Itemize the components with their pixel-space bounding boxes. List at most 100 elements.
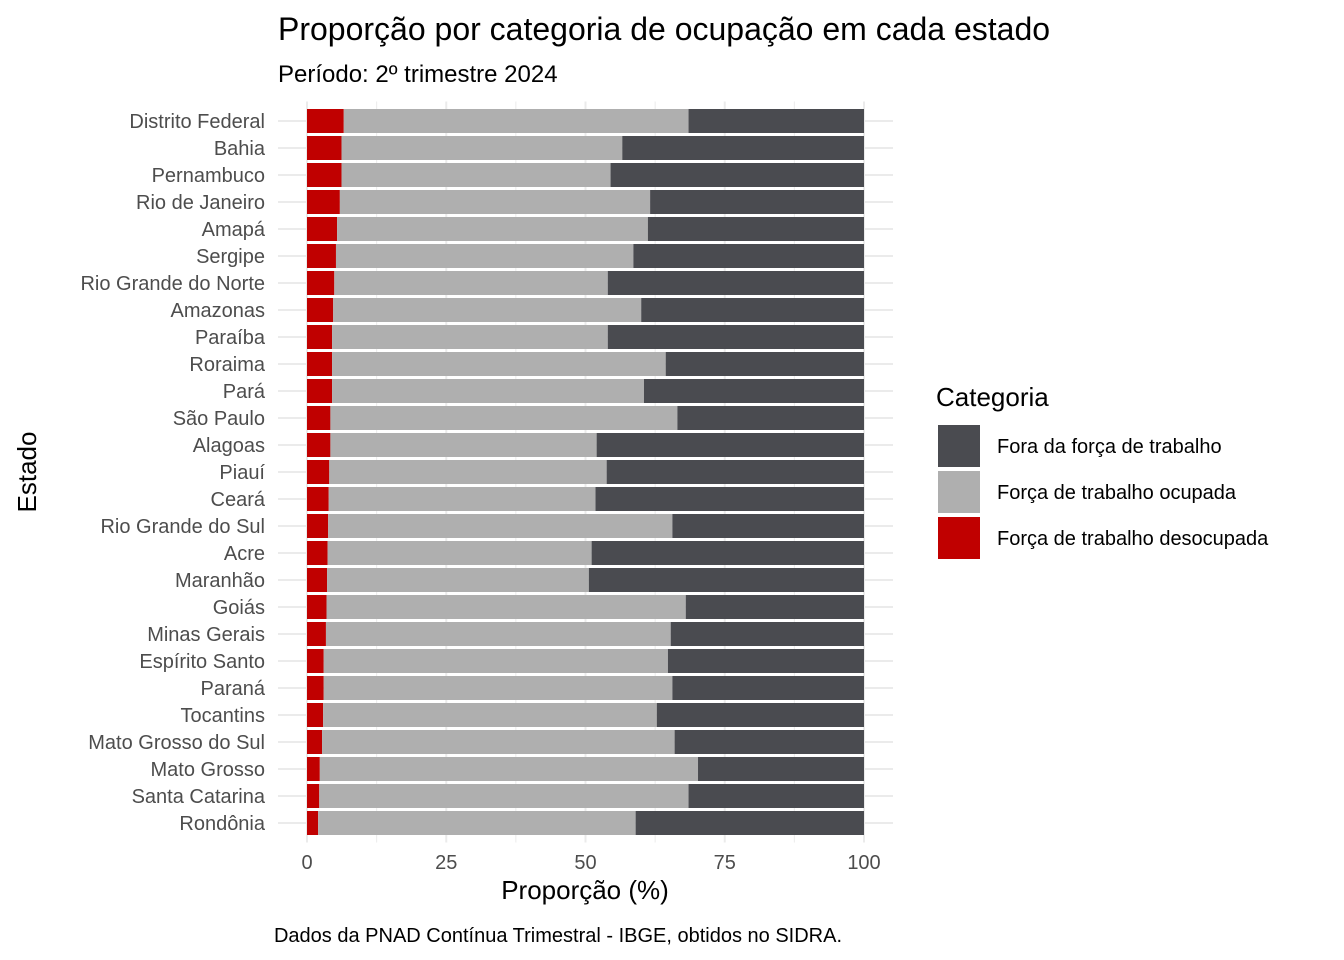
y-tick-label: Paraíba (195, 327, 266, 349)
bar-segment (329, 460, 607, 484)
y-tick-label: Acre (224, 543, 265, 565)
y-tick-label: Bahia (214, 138, 266, 160)
y-tick-label: Rio Grande do Sul (100, 516, 265, 538)
bar-segment (307, 757, 320, 781)
legend-label: Fora da força de trabalho (997, 436, 1222, 458)
bar-segment (307, 541, 328, 565)
x-tick-label: 50 (574, 852, 596, 874)
x-tick-label: 0 (301, 852, 312, 874)
bar-segment (665, 352, 864, 376)
legend-key (938, 517, 980, 559)
bar-segment (307, 811, 319, 835)
y-tick-label: Amazonas (171, 300, 266, 322)
bar-segment (307, 676, 324, 700)
x-tick-label: 75 (714, 852, 736, 874)
legend-key (938, 425, 980, 467)
bar-segment (674, 730, 864, 754)
bar-segment (595, 487, 864, 511)
y-tick-label: Amapá (202, 219, 266, 241)
chart-title: Proporção por categoria de ocupação em c… (278, 11, 1050, 47)
bar-segment (328, 514, 673, 538)
bar-segment (606, 460, 864, 484)
bar-segment (332, 325, 608, 349)
bar-segment (322, 730, 675, 754)
y-tick-label: Paraná (201, 678, 266, 700)
legend-label: Força de trabalho desocupada (997, 528, 1269, 550)
bar-segment (307, 649, 324, 673)
bar-segment (677, 406, 864, 430)
chart-subtitle: Período: 2º trimestre 2024 (278, 61, 558, 88)
bar-segment (667, 649, 864, 673)
bar-segment (323, 649, 668, 673)
bar-segment (328, 487, 596, 511)
y-tick-label: Santa Catarina (132, 786, 266, 808)
legend-title: Categoria (936, 382, 1049, 412)
y-tick-label: Roraima (189, 354, 265, 376)
bar-segment (641, 298, 864, 322)
bar-segment (607, 325, 864, 349)
bar-segment (698, 757, 864, 781)
bar-segment (307, 163, 342, 187)
bar-segment (307, 460, 330, 484)
y-tick-label: Tocantins (181, 705, 266, 727)
y-tick-label: Sergipe (196, 246, 265, 268)
bar-segment (318, 811, 636, 835)
bar-segment (307, 298, 334, 322)
bars (307, 109, 864, 835)
bar-segment (307, 433, 331, 457)
bar-segment (591, 541, 864, 565)
x-tick-label: 100 (847, 852, 880, 874)
caption: Dados da PNAD Contínua Trimestral - IBGE… (274, 925, 842, 947)
bar-segment (307, 352, 333, 376)
bar-segment (688, 784, 864, 808)
bar-segment (307, 190, 340, 214)
legend: Categoria Fora da força de trabalho Força… (936, 382, 1269, 559)
bar-segment (656, 703, 864, 727)
bar-segment (307, 244, 336, 268)
y-tick-label: Ceará (211, 489, 266, 511)
y-tick-label: São Paulo (173, 408, 265, 430)
bar-segment (337, 217, 648, 241)
y-tick-label: Mato Grosso do Sul (88, 732, 265, 754)
bar-segment (307, 514, 329, 538)
bar-segment (307, 622, 326, 646)
bar-segment (335, 244, 634, 268)
bar-segment (633, 244, 864, 268)
y-tick-label: Mato Grosso (151, 759, 265, 781)
y-tick-label: Maranhão (175, 570, 265, 592)
bar-segment (341, 136, 623, 160)
bar-segment (307, 703, 324, 727)
legend-key (938, 471, 980, 513)
y-tick-label: Rondônia (179, 813, 266, 835)
bar-segment (326, 595, 686, 619)
bar-segment (307, 730, 323, 754)
bar-segment (307, 568, 328, 592)
y-axis-title: Estado (12, 432, 42, 513)
bar-segment (332, 352, 666, 376)
bar-segment (341, 163, 611, 187)
bar-segment (343, 109, 689, 133)
bar-segment (330, 406, 678, 430)
y-tick-label: Minas Gerais (147, 624, 265, 646)
bar-segment (672, 676, 864, 700)
x-tick-label: 25 (435, 852, 457, 874)
bar-segment (643, 379, 864, 403)
bar-segment (635, 811, 864, 835)
bar-segment (670, 622, 864, 646)
legend-label: Força de trabalho ocupada (997, 482, 1237, 504)
bar-segment (688, 109, 864, 133)
bar-segment (307, 487, 329, 511)
bar-segment (319, 757, 699, 781)
bar-segment (307, 217, 338, 241)
bar-segment (323, 676, 673, 700)
bar-segment (327, 568, 589, 592)
x-tick-labels: 0 25 50 75 100 (301, 852, 880, 874)
bar-segment (332, 379, 644, 403)
y-tick-label: Rio Grande do Norte (80, 273, 265, 295)
bar-segment (647, 217, 864, 241)
y-tick-label: Rio de Janeiro (136, 192, 265, 214)
bar-segment (323, 703, 657, 727)
bar-segment (307, 595, 327, 619)
y-tick-label: Piauí (219, 462, 265, 484)
